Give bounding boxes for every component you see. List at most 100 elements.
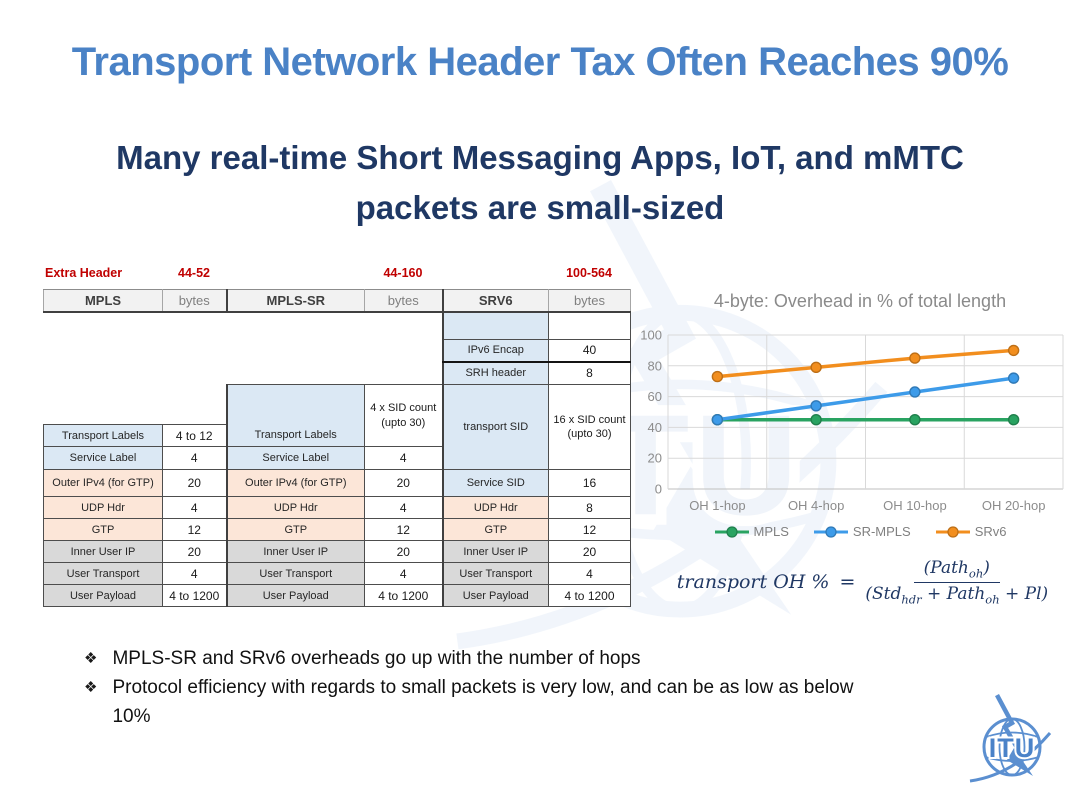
data-point <box>810 413 822 426</box>
legend-item-SR-MPLS: SR-MPLS <box>813 524 911 539</box>
mplssr-empty-blue-cell <box>225 384 365 425</box>
formula-fraction: (Pathoh) (Stdhdr + Pathoh + Pl) <box>865 558 1048 607</box>
srv6-user-transport-label: User Transport <box>441 562 549 585</box>
extra-header-mplssr-range: 44-160 <box>383 266 423 280</box>
srv6-ipv6-encap-label: IPv6 Encap <box>441 339 549 363</box>
mplssr-user-transport-value: 4 <box>364 562 443 585</box>
table-row: GTP 12 GTP 12 GTP 12 <box>43 518 631 541</box>
mpls-transport-labels-label: Transport Labels <box>43 424 163 447</box>
mplssr-inner-user-ip-value: 20 <box>364 540 443 563</box>
mpls-user-transport-value: 4 <box>162 562 227 585</box>
mplssr-gtp-value: 12 <box>364 518 443 541</box>
bullet-item-2: ❖ Protocol efficiency with regards to sm… <box>84 674 884 732</box>
legend-label: SR-MPLS <box>852 524 911 539</box>
data-point <box>1007 344 1020 357</box>
mpls-user-payload-label: User Payload <box>43 584 163 607</box>
mplssr-user-payload-value: 4 to 1200 <box>364 584 443 607</box>
mplssr-user-transport-label: User Transport <box>225 562 365 585</box>
mplssr-transport-labels-label: Transport Labels <box>225 424 365 447</box>
bullet-item-1: ❖ MPLS-SR and SRv6 overheads go up with … <box>84 645 884 674</box>
mplssr-outer-ipv4-value: 20 <box>364 469 443 497</box>
mplssr-service-label-label: Service Label <box>225 446 365 470</box>
legend-marker-icon <box>813 525 848 538</box>
extra-header-mpls-range: 44-52 <box>178 266 210 280</box>
chart-x-axis-labels: OH 1-hop OH 4-hop OH 10-hop OH 20-hop <box>689 498 1045 513</box>
svg-text:100: 100 <box>640 328 662 343</box>
svg-text:80: 80 <box>648 358 662 373</box>
mpls-empty-area <box>44 312 227 425</box>
data-point <box>711 370 724 383</box>
data-point <box>810 400 822 412</box>
srv6-transport-sid-value: 16 x SID count (upto 30) <box>548 384 631 470</box>
overhead-chart-block: 4-byte: Overhead in % of total length 0 2… <box>640 291 1080 539</box>
mplssr-empty-area <box>227 312 443 385</box>
data-point <box>1007 372 1020 384</box>
series-SRv6 <box>711 344 1020 383</box>
data-point <box>909 386 921 398</box>
series-SR-MPLS <box>711 372 1020 426</box>
data-point <box>909 352 921 364</box>
data-point <box>810 361 822 374</box>
mpls-transport-labels-value: 4 to 12 <box>162 424 227 447</box>
chart-y-axis-labels: 0 20 40 60 80 100 <box>640 328 662 497</box>
srv6-srh-header-label: SRH header <box>441 361 549 385</box>
srv6-user-payload-value: 4 to 1200 <box>548 584 631 607</box>
bullet-text-2: Protocol efficiency with regards to smal… <box>112 676 854 727</box>
svg-text:OH 20-hop: OH 20-hop <box>982 498 1046 513</box>
col-header-mpls-bytes: bytes <box>162 289 227 313</box>
mpls-outer-ipv4-value: 20 <box>162 469 227 497</box>
data-point <box>711 413 724 426</box>
formula-numerator: (Pathoh) <box>913 558 1000 583</box>
mpls-udp-hdr-value: 4 <box>162 496 227 519</box>
bullet-text-1: MPLS-SR and SRv6 overheads go up with th… <box>112 648 641 669</box>
srv6-user-payload-label: User Payload <box>441 584 549 607</box>
chart-legend: MPLS SR-MPLS SRv6 <box>640 524 1080 539</box>
data-point <box>1007 413 1020 426</box>
srv6-user-transport-value: 4 <box>548 562 631 585</box>
itu-logo <box>962 693 1062 793</box>
extra-header-srv6-range: 100-564 <box>566 266 612 280</box>
formula-lhs: transport OH % <box>676 571 830 594</box>
mplssr-udp-hdr-label: UDP Hdr <box>225 496 365 519</box>
table-header-row: MPLS bytes MPLS-SR bytes SRV6 bytes <box>43 289 631 313</box>
data-point <box>909 413 921 426</box>
legend-label: MPLS <box>753 524 789 539</box>
bullet-diamond-icon: ❖ <box>84 650 98 667</box>
packet-header-table-block: Extra Header 44-52 44-160 100-564 MPLS b… <box>43 263 633 607</box>
table-row: Inner User IP 20 Inner User IP 20 Inner … <box>43 540 631 563</box>
mplssr-udp-hdr-value: 4 <box>364 496 443 519</box>
legend-marker-icon <box>714 525 749 538</box>
svg-text:0: 0 <box>655 482 662 497</box>
srv6-inner-user-ip-value: 20 <box>548 540 631 563</box>
legend-item-MPLS: MPLS <box>714 524 789 539</box>
srv6-gtp-value: 12 <box>548 518 631 541</box>
takeaway-bullets: ❖ MPLS-SR and SRv6 overheads go up with … <box>84 645 884 732</box>
srv6-gtp-label: GTP <box>441 518 549 541</box>
mpls-service-label-label: Service Label <box>43 446 163 470</box>
mpls-gtp-value: 12 <box>162 518 227 541</box>
table-row <box>44 311 631 340</box>
extra-header-row: Extra Header 44-52 44-160 100-564 <box>43 263 633 289</box>
srv6-ipv6-encap-value: 40 <box>548 339 631 363</box>
formula-equals: = <box>839 571 856 594</box>
mpls-gtp-label: GTP <box>43 518 163 541</box>
legend-marker-icon <box>935 525 970 538</box>
packet-header-table: MPLS bytes MPLS-SR bytes SRV6 bytes IPv6… <box>43 289 631 607</box>
mpls-service-label-value: 4 <box>162 446 227 470</box>
table-row: IPv6 Encap 40 <box>44 339 631 363</box>
table-row: UDP Hdr 4 UDP Hdr 4 UDP Hdr 8 <box>43 496 631 519</box>
mplssr-user-payload-label: User Payload <box>225 584 365 607</box>
srv6-empty-bytes-cell <box>548 311 631 340</box>
formula-denominator: (Stdhdr + Pathoh + Pl) <box>865 583 1049 607</box>
mplssr-service-label-value: 4 <box>364 446 443 470</box>
svg-text:60: 60 <box>648 389 662 404</box>
slide-subtitle: Many real-time Short Messaging Apps, IoT… <box>0 133 1080 232</box>
table-row: Transport Labels 4 to 12 Transport Label… <box>43 424 631 447</box>
srv6-srh-header-value: 8 <box>548 361 631 385</box>
table-row: User Transport 4 User Transport 4 User T… <box>43 562 631 585</box>
srv6-inner-user-ip-label: Inner User IP <box>441 540 549 563</box>
chart-gridlines <box>667 334 1064 490</box>
mpls-outer-ipv4-label: Outer IPv4 (for GTP) <box>43 469 163 497</box>
srv6-empty-cell <box>441 311 549 340</box>
